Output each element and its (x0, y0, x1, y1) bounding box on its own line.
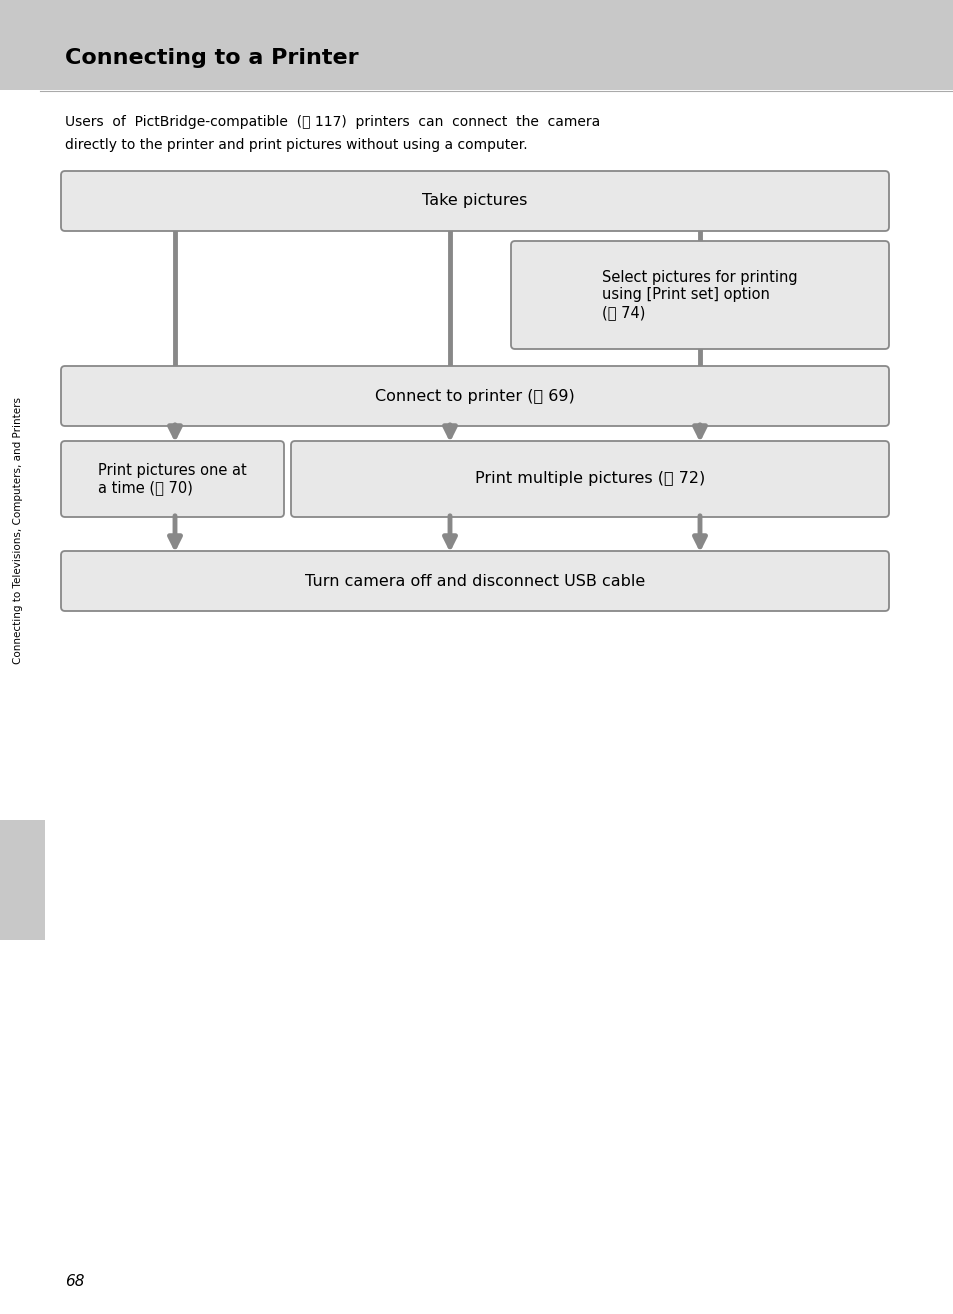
Text: Turn camera off and disconnect USB cable: Turn camera off and disconnect USB cable (305, 573, 644, 589)
FancyBboxPatch shape (61, 367, 888, 426)
Text: Select pictures for printing
using [Print set] option
(Ⓢ 74): Select pictures for printing using [Prin… (601, 271, 797, 319)
Bar (0, 820, 45, 940)
FancyBboxPatch shape (61, 171, 888, 231)
FancyBboxPatch shape (61, 442, 284, 516)
Text: Take pictures: Take pictures (422, 193, 527, 209)
Text: Connecting to Televisions, Computers, and Printers: Connecting to Televisions, Computers, an… (13, 397, 23, 664)
Bar (0, 0, 953, 89)
Text: directly to the printer and print pictures without using a computer.: directly to the printer and print pictur… (65, 138, 527, 152)
FancyBboxPatch shape (511, 240, 888, 350)
Text: Connecting to a Printer: Connecting to a Printer (65, 49, 358, 68)
FancyBboxPatch shape (61, 551, 888, 611)
FancyBboxPatch shape (291, 442, 888, 516)
Text: Print multiple pictures (Ⓢ 72): Print multiple pictures (Ⓢ 72) (475, 472, 704, 486)
Text: 68: 68 (65, 1275, 85, 1289)
Text: Connect to printer (Ⓢ 69): Connect to printer (Ⓢ 69) (375, 389, 575, 403)
Text: Print pictures one at
a time (Ⓢ 70): Print pictures one at a time (Ⓢ 70) (98, 463, 247, 495)
Text: Users  of  PictBridge-compatible  (Ⓢ 117)  printers  can  connect  the  camera: Users of PictBridge-compatible (Ⓢ 117) p… (65, 116, 599, 129)
